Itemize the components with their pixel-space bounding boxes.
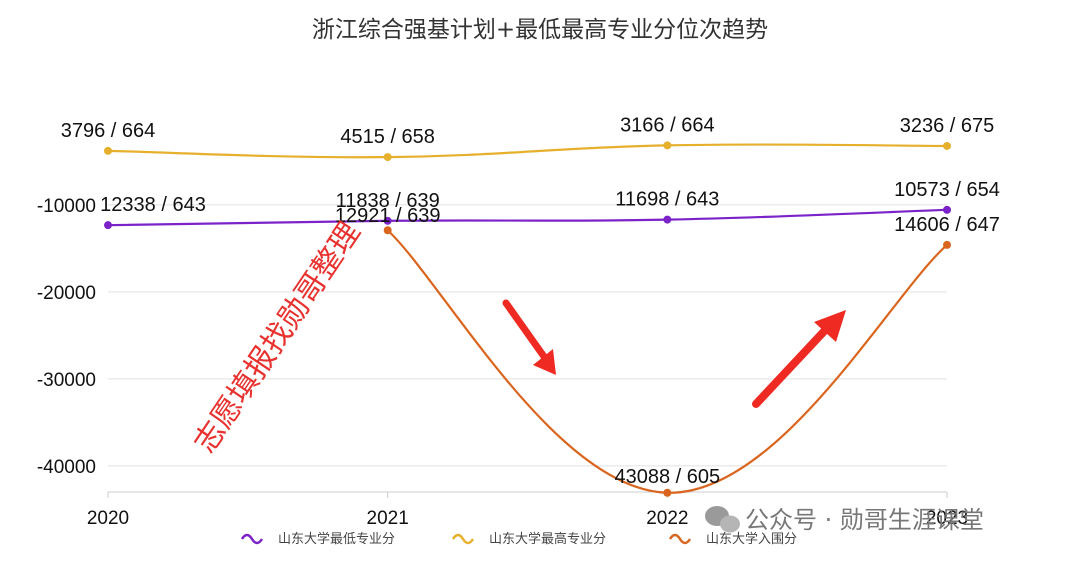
data-points — [104, 141, 951, 497]
series-lines — [107, 143, 948, 494]
down-arrow-annotation — [502, 299, 556, 375]
data-point — [663, 141, 672, 150]
legend: 山东大学最低专业分 山东大学最高专业分 山东大学入围分 — [240, 531, 797, 547]
stamp-watermark: 志愿填报找勋哥整理 — [188, 216, 368, 459]
x-tick-label: 2022 — [646, 508, 688, 529]
wechat-watermark: 公众号 · 勋哥生涯课堂 — [705, 506, 984, 534]
gridlines — [108, 204, 947, 467]
data-point — [104, 221, 112, 230]
data-point — [943, 205, 951, 214]
series-line-2 — [107, 143, 948, 159]
legend-swatch — [668, 533, 692, 545]
y-tick-label: -40000 — [37, 457, 96, 478]
x-tick-label: 2021 — [367, 508, 409, 529]
data-label: 3166 / 664 — [620, 114, 715, 136]
data-point — [943, 240, 951, 249]
series-line-3 — [386, 229, 948, 494]
y-tick-label: -30000 — [37, 370, 96, 391]
series-line-1 — [107, 208, 948, 227]
y-tick-label: -10000 — [37, 196, 96, 217]
x-tick-label: 2023 — [926, 508, 968, 529]
data-label: 3236 / 675 — [900, 115, 995, 137]
data-label: 10573 / 654 — [894, 179, 1000, 201]
x-tick-label: 2020 — [87, 508, 129, 529]
data-label: 11698 / 643 — [615, 189, 719, 211]
data-label: 43088 / 605 — [615, 466, 721, 488]
data-point — [663, 488, 672, 497]
data-point — [383, 216, 392, 225]
data-label: 12921 / 639 — [335, 205, 441, 227]
y-tick-label: -20000 — [37, 283, 96, 304]
data-label: 3796 / 664 — [61, 120, 156, 142]
legend-swatch — [451, 533, 475, 545]
data-point — [943, 141, 951, 150]
data-point — [383, 226, 392, 235]
legend-label: 山东大学入围分 — [706, 531, 797, 547]
data-labels: 12338 / 643 11838 / 639 11698 / 643 10573 /… — [61, 114, 1000, 487]
data-label: 14606 / 647 — [894, 214, 1000, 236]
data-label: 12338 / 643 — [100, 194, 206, 216]
chart-title: 浙江综合强基计划+最低最高专业分位次趋势 — [311, 17, 769, 43]
axes: -10000 -20000 -30000 -40000 2020 2021 2022 2023 — [37, 196, 968, 529]
data-point — [383, 153, 392, 162]
legend-label: 山东大学最高专业分 — [489, 531, 606, 547]
wechat-account: 公众号 · 勋哥生涯课堂 — [745, 506, 984, 534]
data-label: 4515 / 658 — [340, 126, 435, 148]
data-label: 11838 / 639 — [336, 190, 440, 212]
data-point — [663, 215, 672, 224]
data-point — [104, 146, 112, 155]
legend-swatch — [240, 533, 264, 545]
legend-label: 山东大学最低专业分 — [278, 531, 395, 547]
up-arrow-annotation — [752, 310, 846, 408]
wechat-icon — [705, 506, 740, 533]
